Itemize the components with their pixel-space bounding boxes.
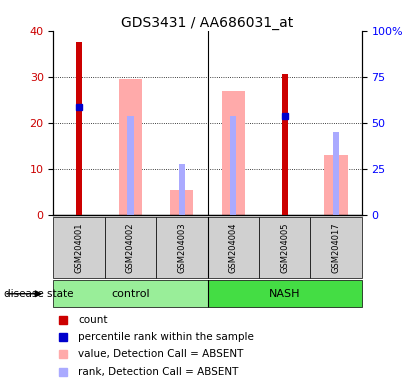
- Bar: [230, 116, 236, 215]
- Bar: [282, 74, 288, 215]
- Bar: [208, 217, 259, 278]
- Text: GSM204003: GSM204003: [178, 222, 186, 273]
- Bar: [76, 42, 82, 215]
- Text: control: control: [111, 289, 150, 299]
- Text: value, Detection Call = ABSENT: value, Detection Call = ABSENT: [78, 349, 243, 359]
- Bar: [324, 155, 348, 215]
- Text: NASH: NASH: [269, 289, 300, 299]
- Bar: [259, 217, 310, 278]
- Text: percentile rank within the sample: percentile rank within the sample: [78, 332, 254, 342]
- Bar: [53, 217, 105, 278]
- Text: count: count: [78, 314, 108, 325]
- Bar: [156, 217, 208, 278]
- Text: GSM204002: GSM204002: [126, 222, 135, 273]
- Text: GSM204004: GSM204004: [229, 222, 238, 273]
- Bar: [53, 280, 208, 307]
- Text: GSM204001: GSM204001: [75, 222, 83, 273]
- Bar: [310, 217, 362, 278]
- Bar: [105, 217, 156, 278]
- Bar: [127, 116, 134, 215]
- Text: GSM204017: GSM204017: [332, 222, 340, 273]
- Bar: [222, 91, 245, 215]
- Title: GDS3431 / AA686031_at: GDS3431 / AA686031_at: [121, 16, 294, 30]
- Bar: [208, 280, 362, 307]
- Bar: [119, 79, 142, 215]
- Text: GSM204005: GSM204005: [280, 222, 289, 273]
- Bar: [333, 132, 339, 215]
- Bar: [179, 164, 185, 215]
- Text: disease state: disease state: [4, 289, 74, 299]
- Bar: [170, 190, 194, 215]
- Text: rank, Detection Call = ABSENT: rank, Detection Call = ABSENT: [78, 366, 238, 377]
